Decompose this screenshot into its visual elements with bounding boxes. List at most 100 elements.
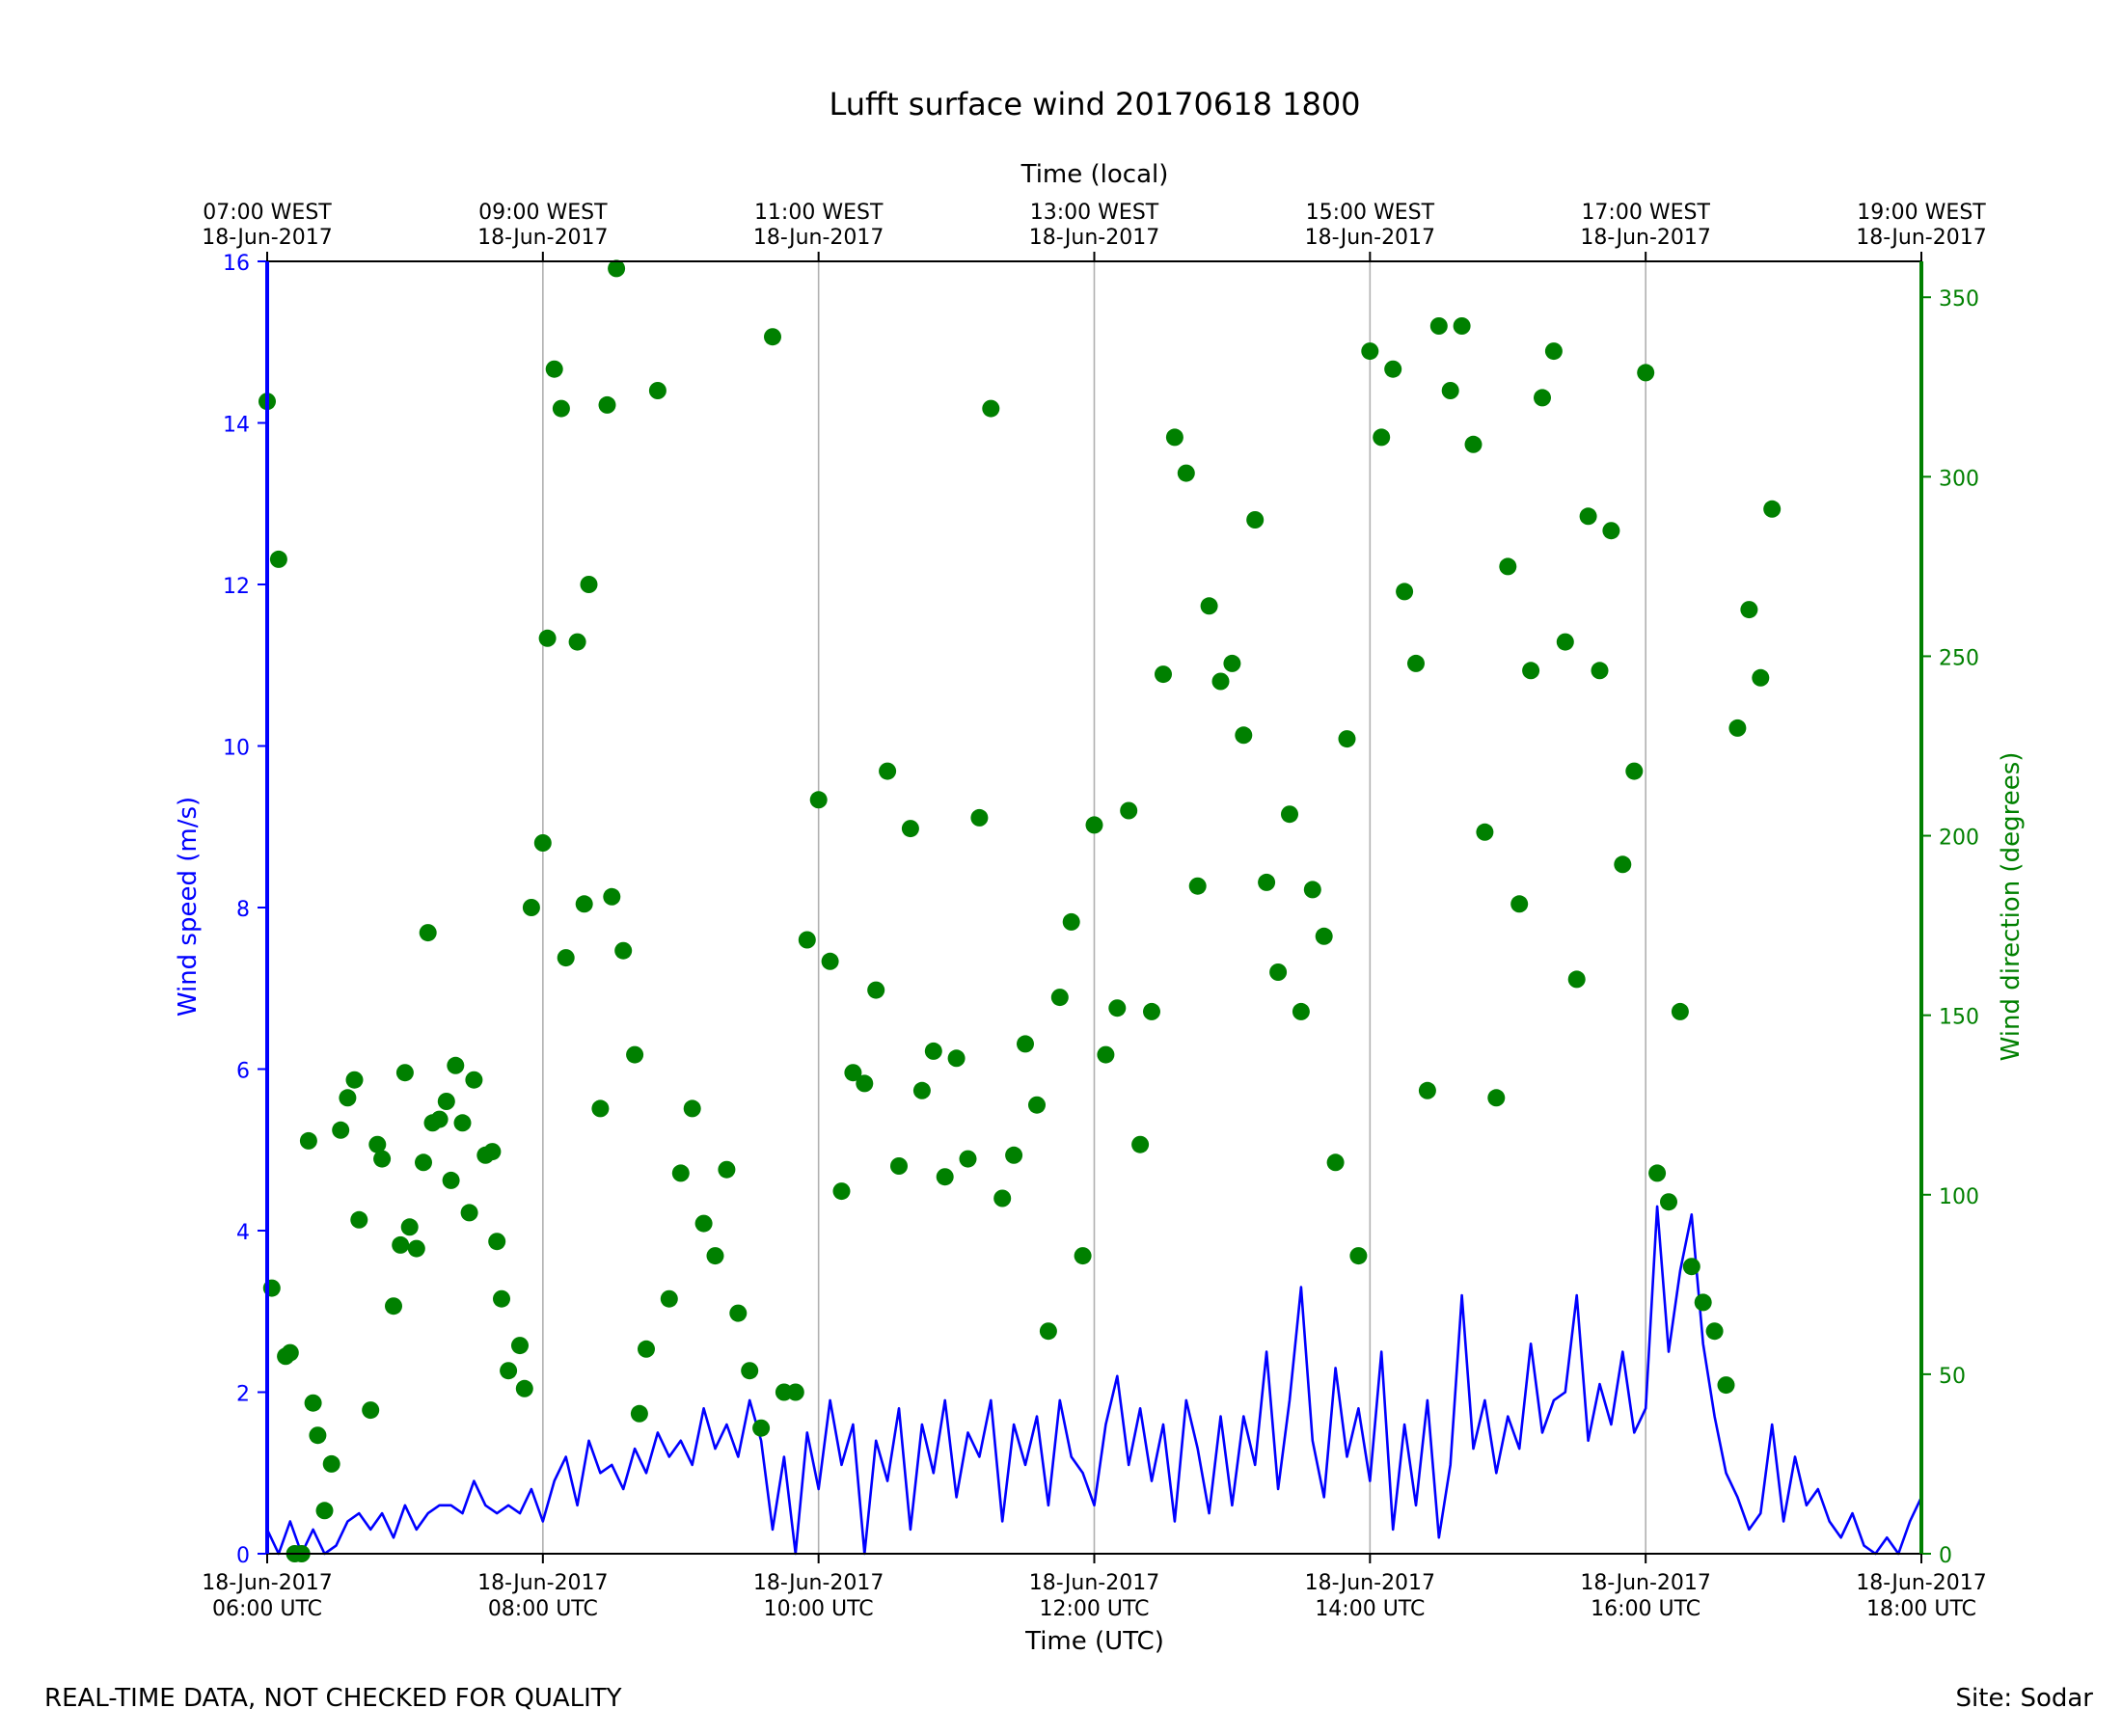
- x-top-tick-label-time: 19:00 WEST: [1857, 201, 1986, 225]
- chart-title: Lufft surface wind 20170618 1800: [829, 86, 1360, 122]
- direction-point: [1177, 464, 1195, 482]
- direction-point: [1303, 881, 1321, 899]
- x-tick-label-date: 18-Jun-2017: [202, 1571, 332, 1595]
- x-tick-label-time: 14:00 UTC: [1315, 1597, 1425, 1621]
- direction-point: [339, 1089, 357, 1107]
- direction-point: [1728, 719, 1747, 737]
- direction-point: [1200, 597, 1218, 615]
- direction-point: [1120, 801, 1138, 820]
- direction-point: [1315, 927, 1333, 945]
- x-tick-label-date: 18-Jun-2017: [1856, 1571, 1986, 1595]
- direction-point: [1763, 500, 1782, 518]
- direction-point: [1591, 662, 1609, 680]
- x-tick-label-time: 16:00 UTC: [1591, 1597, 1700, 1621]
- x-top-tick-label-date: 18-Jun-2017: [753, 226, 884, 250]
- direction-point: [395, 1064, 414, 1082]
- direction-point: [415, 1153, 432, 1172]
- direction-point: [993, 1189, 1012, 1207]
- direction-point: [706, 1247, 724, 1265]
- x-top-tick-label-time: 17:00 WEST: [1581, 201, 1710, 225]
- direction-point: [1556, 633, 1574, 651]
- direction-point: [460, 1204, 478, 1222]
- direction-point: [1464, 435, 1483, 453]
- direction-point: [1476, 823, 1494, 841]
- direction-point: [729, 1304, 748, 1322]
- direction-point: [362, 1401, 380, 1420]
- direction-point: [1005, 1146, 1023, 1164]
- direction-point: [821, 952, 839, 970]
- direction-point: [1510, 895, 1529, 913]
- direction-point: [1499, 557, 1517, 576]
- direction-point: [568, 633, 586, 651]
- y2-tick-label: 150: [1939, 1006, 1979, 1030]
- direction-point: [488, 1233, 506, 1251]
- direction-point: [660, 1289, 678, 1308]
- direction-point: [322, 1454, 340, 1473]
- direction-point: [764, 328, 781, 346]
- direction-point: [630, 1404, 648, 1423]
- direction-point: [1017, 1035, 1034, 1053]
- direction-point: [924, 1042, 942, 1060]
- direction-point: [1258, 873, 1276, 891]
- direction-point: [538, 629, 557, 647]
- direction-point: [786, 1383, 804, 1401]
- direction-point: [890, 1157, 908, 1175]
- direction-point: [1637, 364, 1655, 382]
- direction-point: [392, 1235, 410, 1254]
- direction-point: [671, 1164, 690, 1182]
- x-tick-label-time: 10:00 UTC: [764, 1597, 874, 1621]
- direction-point: [1625, 762, 1644, 780]
- x-tick-label-date: 18-Jun-2017: [1029, 1571, 1159, 1595]
- direction-point: [269, 550, 287, 568]
- direction-point: [1039, 1322, 1057, 1341]
- direction-point: [1429, 317, 1448, 335]
- direction-point: [1682, 1258, 1700, 1276]
- direction-point: [1614, 855, 1632, 874]
- direction-point: [1453, 317, 1471, 335]
- direction-point: [1246, 511, 1265, 529]
- x-top-tick-label-date: 18-Jun-2017: [1305, 226, 1435, 250]
- y2-ticks: 0 50 100 150 200 250 300 350: [1921, 287, 1979, 1568]
- direction-point: [281, 1343, 299, 1362]
- direction-point: [1522, 662, 1540, 680]
- x-top-tick-label-date: 18-Jun-2017: [477, 226, 608, 250]
- y-tick-label: 0: [236, 1544, 250, 1568]
- direction-point: [959, 1150, 977, 1168]
- x-top-tick-label-time: 09:00 WEST: [478, 201, 608, 225]
- direction-point: [982, 399, 1000, 418]
- y2-tick-label: 0: [1939, 1544, 1952, 1568]
- direction-point: [575, 895, 593, 913]
- direction-point: [545, 360, 563, 378]
- direction-point: [1418, 1081, 1436, 1099]
- direction-point: [1407, 654, 1425, 672]
- direction-point: [901, 820, 919, 838]
- direction-point: [1108, 999, 1127, 1017]
- direction-point: [718, 1160, 736, 1179]
- direction-point: [1097, 1045, 1115, 1064]
- direction-point: [809, 791, 828, 809]
- speed-series-line: [265, 1205, 1923, 1556]
- direction-point: [626, 1045, 644, 1064]
- direction-point: [1326, 1153, 1345, 1172]
- x-top-tick-label-time: 11:00 WEST: [754, 201, 884, 225]
- grid-lines: [542, 261, 1646, 1554]
- y2-axis-label: Wind direction (degrees): [1997, 752, 2026, 1062]
- direction-point: [1338, 730, 1356, 748]
- y2-tick-label: 350: [1939, 287, 1979, 312]
- direction-point: [1131, 1135, 1150, 1153]
- x-tick-label-date: 18-Jun-2017: [477, 1571, 608, 1595]
- direction-point: [500, 1362, 518, 1380]
- direction-point: [309, 1426, 327, 1445]
- direction-point: [453, 1114, 472, 1132]
- direction-point: [614, 941, 633, 960]
- direction-point: [1602, 522, 1620, 540]
- x-top-tick-label-date: 18-Jun-2017: [1580, 226, 1710, 250]
- direction-point: [332, 1121, 350, 1139]
- y-ticks: 0 2 4 6 8 10 12 14 16: [223, 252, 267, 1568]
- direction-point: [557, 949, 575, 967]
- direction-point: [591, 1099, 610, 1118]
- direction-point: [350, 1210, 368, 1229]
- x-top-tick-label-time: 13:00 WEST: [1030, 201, 1159, 225]
- direction-point: [1384, 360, 1402, 378]
